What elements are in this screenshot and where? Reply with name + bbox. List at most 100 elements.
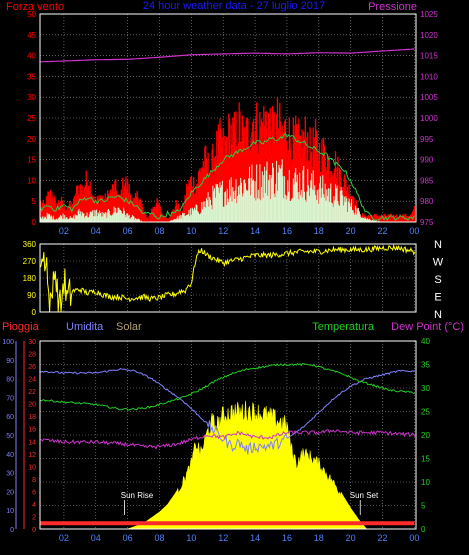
dewpoint-axis-title: Dew Point (°C)	[391, 321, 464, 333]
weather-panel-x-tick-label: 06	[123, 533, 133, 543]
rain-y-tick-label: 22	[28, 389, 36, 396]
weather-panel-x-tick-label: 14	[250, 533, 260, 543]
wind-axis-title: Forza vento	[6, 1, 64, 13]
temperature-y-tick-label: 5	[421, 502, 426, 511]
weather-panel-x-tick-label: 10	[186, 533, 196, 543]
humidity-axis-title: Umidita	[66, 321, 104, 333]
wind-y-tick-label: 45	[27, 31, 36, 40]
pressure-y-tick-label: 985	[420, 176, 434, 185]
rain-y-tick-label: 26	[28, 364, 36, 371]
humidity-y-tick-label: 50	[6, 433, 14, 440]
compass-label: N	[434, 239, 442, 251]
rain-y-tick-label: 0	[32, 527, 36, 534]
rain-y-tick-label: 20	[28, 402, 36, 409]
temperature-y-tick-label: 25	[421, 408, 430, 417]
wind-y-tick-label: 35	[27, 72, 36, 81]
weather-panel-x-tick-label: 16	[282, 533, 292, 543]
pressure-y-tick-label: 1025	[420, 10, 438, 19]
temperature-y-tick-label: 0	[421, 525, 426, 534]
pressure-y-tick-label: 990	[420, 156, 434, 165]
humidity-y-tick-label: 10	[6, 508, 14, 515]
wind-y-tick-label: 50	[27, 10, 36, 19]
weather-panel-x-tick-label: 18	[314, 533, 324, 543]
weather-panel-x-tick-label: 02	[59, 533, 69, 543]
pressure-y-tick-label: 1020	[420, 31, 438, 40]
weather-panel-frame	[39, 340, 417, 530]
dewpoint-line	[39, 429, 416, 450]
pressure-y-tick-label: 980	[420, 197, 434, 206]
pressure-axis-title: Pressione	[368, 1, 417, 13]
temperature-y-tick-label: 20	[421, 431, 430, 440]
direction-y-tick-label: 180	[23, 274, 37, 283]
rain-bar	[40, 521, 415, 526]
chart-title: 24 hour weather data - 27 luglio 2017	[143, 0, 325, 12]
rain-y-tick-label: 14	[28, 439, 36, 446]
wind-y-tick-label: 30	[27, 93, 36, 102]
compass-label: N	[434, 309, 442, 321]
weather-panel-x-tick-label: 00	[409, 533, 419, 543]
wind-panel-x-tick-label: 22	[378, 226, 388, 236]
temperature-y-tick-label: 35	[421, 361, 430, 370]
temperature-y-tick-label: 30	[421, 384, 430, 393]
direction-panel-frame	[39, 243, 417, 313]
wind-y-tick-label: 5	[32, 197, 37, 206]
humidity-y-tick-label: 80	[6, 377, 14, 384]
wind-panel-x-tick-label: 00	[409, 226, 419, 236]
pressure-line	[40, 48, 415, 63]
rain-y-tick-label: 4	[32, 502, 36, 509]
solar-axis-title: Solar	[116, 321, 142, 333]
pressure-y-tick-label: 995	[420, 135, 434, 144]
wind-panel-x-tick-label: 08	[154, 226, 164, 236]
pressure-y-tick-label: 1010	[420, 72, 438, 81]
humidity-y-tick-label: 30	[6, 471, 14, 478]
humidity-y-tick-label: 90	[6, 358, 14, 365]
wind-y-tick-label: 20	[27, 135, 36, 144]
rain-y-tick-label: 8	[32, 477, 36, 484]
wind-panel-x-tick-label: 06	[123, 226, 133, 236]
wind-y-tick-label: 0	[32, 218, 37, 227]
temperature-line	[39, 362, 415, 411]
rain-y-tick-label: 18	[28, 414, 36, 421]
compass-label: S	[434, 274, 441, 286]
direction-y-tick-label: 0	[32, 308, 37, 317]
weather-panel-x-tick-label: 22	[378, 533, 388, 543]
wind-panel-x-tick-label: 12	[218, 226, 228, 236]
humidity-line	[39, 368, 415, 455]
rain-y-tick-label: 10	[28, 464, 36, 471]
sun-set-annotation: Sun Set	[350, 491, 379, 500]
temperature-axis-title: Temperatura	[312, 321, 375, 333]
wind-y-tick-label: 10	[27, 176, 36, 185]
wind-panel-frame	[39, 13, 417, 223]
humidity-y-tick-label: 40	[6, 452, 14, 459]
wind-panel-x-tick-label: 18	[314, 226, 324, 236]
temperature-y-tick-label: 10	[421, 478, 430, 487]
weather-panel-x-tick-label: 04	[91, 533, 101, 543]
wind-y-tick-label: 15	[27, 156, 36, 165]
pressure-y-tick-label: 1005	[420, 93, 438, 102]
weather-panel-x-tick-label: 12	[218, 533, 228, 543]
wind-y-tick-label: 25	[27, 114, 36, 123]
humidity-y-tick-label: 70	[6, 395, 14, 402]
rain-y-tick-label: 28	[28, 352, 36, 359]
wind-average-line	[39, 132, 415, 222]
pressure-y-tick-label: 975	[420, 218, 434, 227]
humidity-y-tick-label: 0	[10, 527, 14, 534]
rain-axis-title: Pioggia	[2, 321, 40, 333]
wind-panel-x-tick-label: 10	[186, 226, 196, 236]
rain-y-tick-label: 2	[32, 514, 36, 521]
humidity-y-tick-label: 20	[6, 489, 14, 496]
compass-label: E	[434, 292, 441, 304]
temperature-y-tick-label: 15	[421, 455, 430, 464]
weather-panel-x-tick-label: 08	[154, 533, 164, 543]
direction-y-tick-label: 90	[27, 291, 36, 300]
rain-y-tick-label: 24	[28, 377, 36, 384]
pressure-y-tick-label: 1000	[420, 114, 438, 123]
weather-panel-x-tick-label: 20	[346, 533, 356, 543]
wind-panel-x-tick-label: 14	[250, 226, 260, 236]
wind-panel-x-tick-label: 20	[346, 226, 356, 236]
wind-y-tick-label: 40	[27, 52, 36, 61]
direction-y-tick-label: 270	[23, 257, 37, 266]
wind-panel-x-tick-label: 04	[91, 226, 101, 236]
humidity-temperature-panel: 02 04 06 08 10 12 14 16 18 20 22 000510152025303540…	[2, 337, 430, 543]
